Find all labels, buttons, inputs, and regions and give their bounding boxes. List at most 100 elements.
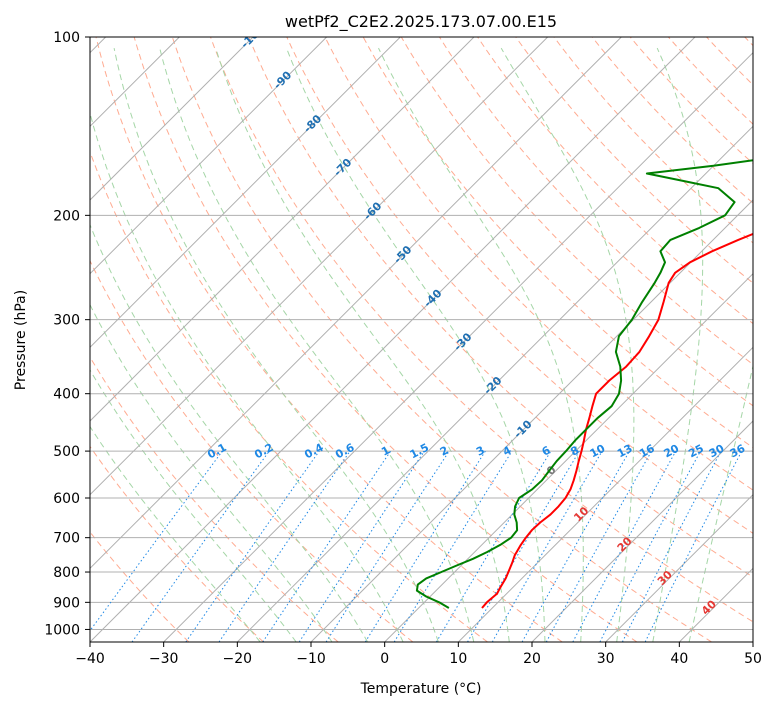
y-tick-label: 1000 (44, 622, 80, 638)
dry-adiabat-line (668, 37, 753, 125)
dry-adiabat-line (286, 37, 753, 534)
x-tick-label: 50 (744, 651, 762, 667)
dry-adiabat-line (744, 37, 753, 47)
x-tick-label: 40 (670, 651, 688, 667)
moist-adiabat-line (378, 47, 584, 642)
mixing-ratio-label: 20 (662, 442, 682, 461)
dry-adiabat-line (248, 37, 753, 578)
dewpoint-profile-line (415, 159, 753, 609)
y-tick-label: 800 (53, 565, 80, 581)
mixing-ratio-label: 0.1 (205, 441, 228, 462)
mixing-ratio-line (262, 450, 392, 642)
mixing-ratio-line (599, 450, 701, 642)
mixing-ratio-line (491, 450, 603, 642)
isotherm-line (384, 272, 753, 642)
isotherm-line (90, 37, 696, 642)
moist-adiabat-line (90, 369, 297, 642)
mixing-ratio-line (572, 450, 677, 642)
y-tick-label: 100 (53, 30, 80, 46)
dry-adiabat-line (438, 37, 753, 366)
isotherm-line (236, 125, 753, 642)
isotherm-line (90, 37, 254, 201)
mixing-ratio-label: 13 (615, 442, 635, 461)
mixing-ratio-label: 36 (728, 442, 748, 461)
mixing-ratio-label: 30 (707, 442, 727, 461)
mixing-ratio-label: 0.6 (333, 441, 357, 462)
y-tick-label: 900 (53, 595, 80, 611)
dry-adiabat-line (90, 356, 339, 642)
x-tick-label: −40 (75, 651, 105, 667)
moist-adiabat-line (90, 111, 404, 642)
y-tick-label: 400 (53, 387, 80, 403)
x-axis: −40 −30 −20 −10 0 10 20 30 40 50 (75, 642, 762, 667)
mixing-ratio-line (218, 450, 351, 642)
dry-adiabat-line (95, 37, 563, 642)
mixing-ratio-line (545, 450, 653, 642)
isotherm-line (678, 567, 753, 642)
mixing-ratio-line (644, 450, 743, 642)
isotherm-line (90, 37, 401, 349)
y-tick-label: 300 (53, 313, 80, 329)
adiabat-label: 30 (655, 568, 675, 588)
y-axis: 100 200 300 400 500 600 700 800 900 1000 (44, 30, 90, 638)
moist-adiabat-line (90, 223, 369, 642)
mixing-ratio-line (131, 450, 270, 642)
y-tick-label: 600 (53, 491, 80, 507)
moist-adiabat-line (90, 303, 333, 642)
mixing-ratio-line (90, 450, 223, 632)
dry-adiabat-line (515, 37, 753, 284)
moist-adiabat-line (113, 47, 439, 642)
dry-adiabat-line (591, 37, 753, 204)
isotherm-line (310, 199, 753, 642)
x-axis-label: Temperature (°C) (360, 681, 482, 697)
mixing-ratio-label: 10 (588, 442, 608, 461)
isotherm-line (90, 37, 475, 422)
isotherm-line (752, 641, 753, 642)
mixing-ratio-line (364, 450, 486, 642)
mixing-ratio-line (325, 450, 450, 642)
mixing-ratio-line (298, 450, 425, 642)
y-tick-label: 200 (53, 208, 80, 224)
y-tick-label: 700 (53, 531, 80, 547)
mixing-ratio-line (435, 450, 552, 642)
dry-adiabat-line (90, 259, 414, 642)
moist-adiabat-line (90, 425, 261, 642)
dry-adiabat-line (133, 37, 638, 642)
isotherm-line (605, 493, 753, 642)
isotherm-line (90, 37, 328, 275)
y-axis-label: Pressure (hPa) (13, 290, 29, 390)
isotherm-line (531, 420, 753, 642)
chart-title: wetPf2_C2E2.2025.173.07.00.E15 (285, 12, 557, 32)
dry-adiabat-line (629, 37, 753, 165)
profile-lines (415, 159, 753, 609)
moist-adiabat-line (215, 47, 510, 642)
y-tick-label: 500 (53, 444, 80, 460)
adiabat-label: 40 (699, 597, 719, 617)
dry-adiabat-line (90, 150, 488, 642)
isotherm-line (90, 37, 622, 570)
moist-adiabat-line (286, 47, 546, 642)
dry-adiabat-line (553, 37, 753, 244)
isotherm-line (163, 51, 753, 642)
dry-adiabat-line (171, 37, 712, 642)
moist-adiabat-line (652, 47, 704, 642)
x-tick-label: −20 (223, 651, 253, 667)
x-tick-label: 20 (523, 651, 541, 667)
mixing-ratio-line (521, 450, 630, 642)
mixing-ratio-line (467, 450, 580, 642)
mixing-ratio-line (621, 450, 722, 642)
dry-adiabat-line (706, 37, 753, 86)
mixing-ratio-label: 16 (637, 442, 657, 461)
mixing-ratio-label: 1.5 (408, 441, 431, 462)
plot-frame (89, 36, 754, 643)
isotherm-line (457, 346, 753, 642)
x-tick-label: −30 (149, 651, 179, 667)
isotherm-line (90, 37, 549, 496)
temperature-profile-line (481, 232, 753, 609)
x-tick-label: 0 (380, 651, 389, 667)
adiabat-label: 10 (571, 504, 591, 524)
moist-adiabat-line (688, 363, 753, 642)
dry-adiabat-line (477, 37, 753, 325)
dry-adiabat-line (362, 37, 753, 449)
